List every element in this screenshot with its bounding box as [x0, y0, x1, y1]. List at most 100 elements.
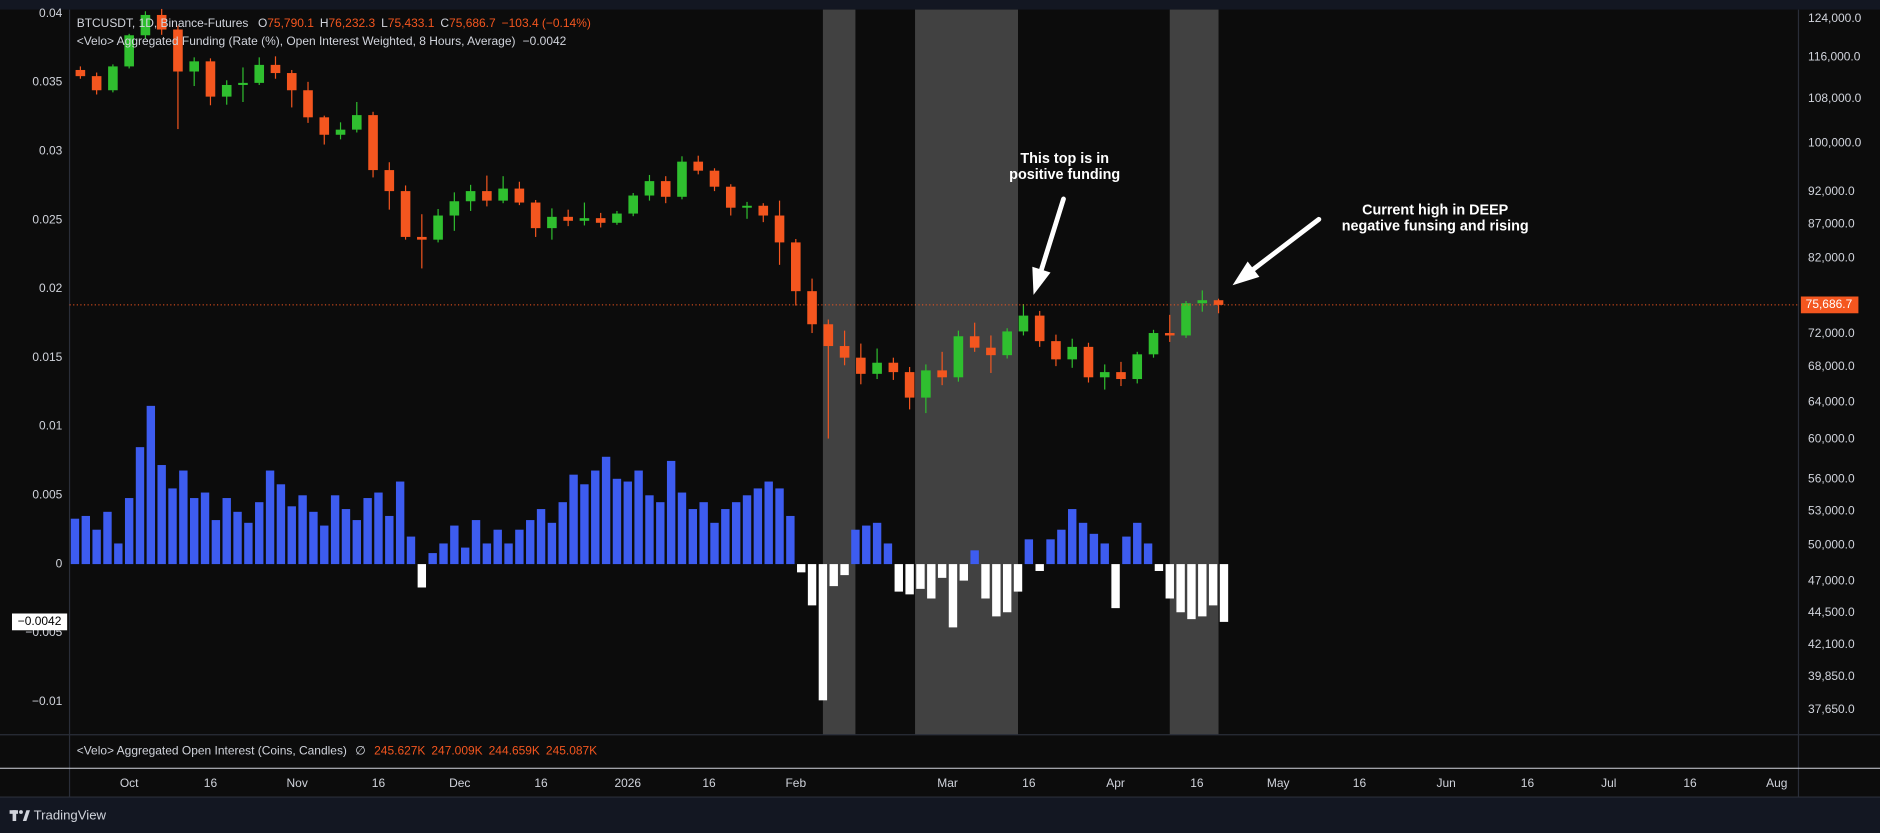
funding-bar [731, 502, 741, 565]
funding-bar [916, 564, 925, 589]
x-tick-label: Mar [937, 776, 958, 790]
funding-bar [1057, 529, 1066, 565]
candle-body [904, 372, 915, 398]
funding-bar [1002, 564, 1012, 613]
candle-body [530, 202, 541, 229]
legend-text: 75,790.1 [267, 16, 314, 30]
candle-body [75, 69, 86, 77]
y-tick-label: 0 [56, 556, 63, 570]
y-tick-label: 0.03 [39, 143, 63, 157]
x-tick-label: May [1267, 776, 1290, 790]
funding-bar [742, 495, 752, 565]
funding-bar [135, 447, 145, 565]
funding-bar [265, 470, 275, 565]
funding-bar [1013, 564, 1023, 592]
funding-bar [862, 525, 871, 565]
candle-body [1099, 372, 1110, 378]
y2-tick-label: 60,000.0 [1808, 432, 1855, 446]
candle-body [839, 346, 850, 358]
funding-bar [179, 470, 188, 565]
x-tick-label: Jul [1601, 776, 1616, 790]
x-tick-label: Apr [1106, 776, 1125, 790]
funding-bar [1208, 564, 1218, 606]
x-tick-label: 16 [1022, 776, 1036, 790]
funding-bar [645, 495, 654, 565]
candle-body [791, 242, 801, 292]
funding-bar [482, 543, 492, 565]
funding-bar [981, 564, 990, 599]
x-tick-label: 16 [1353, 776, 1367, 790]
candle-body [953, 336, 964, 378]
arrow-shaft [1039, 196, 1066, 273]
y2-tick-label: 92,000.0 [1808, 184, 1855, 198]
candle-body [91, 76, 102, 91]
last-price-badge [1800, 296, 1859, 314]
candle-body [709, 170, 720, 187]
candle-body [1132, 354, 1143, 380]
funding-bar [363, 498, 372, 565]
candle-body [238, 82, 248, 85]
y-tick-label: 0.035 [32, 75, 62, 89]
funding-bar [309, 511, 318, 565]
candle-body [303, 90, 313, 118]
y-tick-label: −0.01 [32, 694, 63, 708]
candle-body [1034, 315, 1045, 342]
funding-bar [428, 553, 437, 565]
y-tick-label: 0.025 [32, 212, 62, 226]
funding-bar [721, 509, 730, 565]
funding-bar [211, 520, 221, 565]
funding-bar [894, 564, 903, 592]
y2-tick-label: 124,000.0 [1808, 11, 1862, 25]
candle-body [449, 201, 460, 216]
legend-text: 245.627K [374, 744, 425, 758]
candle-body [677, 161, 687, 197]
funding-bar [797, 564, 806, 573]
funding-bar [1024, 539, 1034, 565]
y-tick-label: 0.04 [39, 6, 63, 20]
candle-body [1067, 346, 1078, 360]
logo-part [12, 810, 17, 822]
candle-body [286, 73, 297, 91]
funding-bar [92, 529, 101, 565]
data-layer [70, 8, 1229, 701]
x-tick-label: Aug [1766, 776, 1787, 790]
x-tick-label: 16 [1683, 776, 1697, 790]
candle-body [1148, 333, 1159, 355]
funding-bar [70, 518, 80, 565]
funding-bar [395, 481, 405, 565]
funding-bar [872, 522, 882, 565]
candle-body [1164, 333, 1175, 336]
funding-bar [1154, 564, 1164, 571]
funding-bar [330, 495, 340, 565]
y2-tick-label: 82,000.0 [1808, 251, 1855, 265]
funding-bar [1035, 564, 1044, 571]
funding-bar [623, 481, 632, 565]
funding-bar [775, 488, 784, 565]
x-tick-label: 16 [702, 776, 716, 790]
candle-body [319, 117, 330, 135]
legend-text: 247.009K [431, 744, 482, 758]
funding-bar [851, 529, 860, 565]
annotation: positive funding [1009, 167, 1120, 183]
legend-text: BTCUSDT, 1D, Binance-Futures [77, 16, 249, 30]
funding-bar [883, 543, 893, 565]
candle-body [270, 64, 281, 74]
funding-bar [612, 478, 622, 565]
y2-tick-label: 37,650.0 [1808, 702, 1855, 716]
funding-bar [515, 529, 524, 565]
funding-bar [601, 456, 611, 565]
legend-text: 76,232.3 [329, 16, 376, 30]
candle-body [823, 324, 834, 347]
funding-bar [677, 492, 687, 565]
candle-body [254, 64, 265, 83]
funding-bar [634, 470, 643, 565]
funding-bar [493, 529, 502, 565]
last-price-label: 75,686.7 [1806, 297, 1853, 311]
x-tick-label: 2026 [614, 776, 641, 790]
candle-body [1002, 331, 1012, 356]
candle-body [758, 205, 769, 216]
funding-bar [688, 509, 698, 565]
funding-bar [1198, 564, 1207, 617]
funding-bar [287, 506, 296, 565]
candle-body [205, 61, 216, 97]
